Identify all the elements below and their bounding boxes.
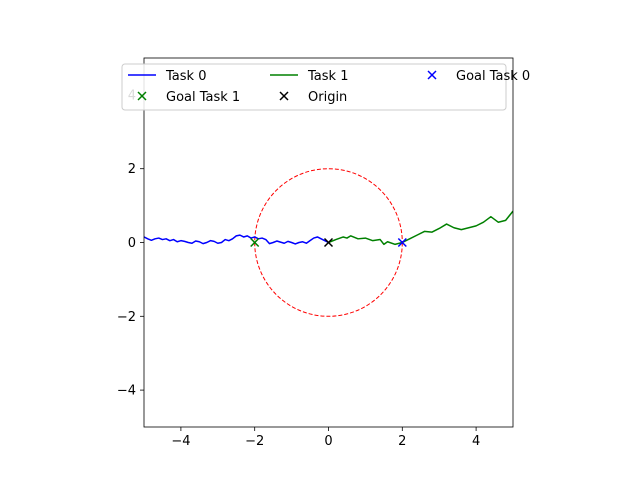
marker-origin bbox=[323, 237, 334, 248]
legend-swatch bbox=[279, 91, 289, 101]
legend-label: Goal Task 1 bbox=[166, 90, 240, 105]
legend-item-goal-task-1: Goal Task 1 bbox=[137, 90, 240, 105]
marker-goal-task-1 bbox=[250, 237, 260, 248]
x-tick-label: −4 bbox=[171, 434, 190, 449]
series-line-task-0 bbox=[144, 234, 329, 245]
y-tick-label: −2 bbox=[117, 310, 136, 325]
legend-item-task-0: Task 0 bbox=[128, 69, 206, 84]
y-tick-label: −4 bbox=[117, 384, 136, 399]
legend-swatch bbox=[137, 91, 147, 101]
y-tick-label: 2 bbox=[128, 162, 136, 177]
legend-item-goal-task-0: Goal Task 0 bbox=[427, 69, 530, 84]
x-tick-label: 0 bbox=[324, 434, 332, 449]
y-tick-label: 0 bbox=[128, 236, 136, 251]
legend-item-task-1: Task 1 bbox=[270, 69, 348, 84]
legend-label: Origin bbox=[308, 90, 347, 105]
legend-label: Goal Task 0 bbox=[456, 69, 530, 84]
series-line-task-1 bbox=[328, 210, 513, 246]
legend-item-origin: Origin bbox=[279, 90, 347, 105]
x-tick-label: 4 bbox=[472, 434, 480, 449]
legend-label: Task 1 bbox=[307, 69, 348, 84]
legend-box bbox=[121, 63, 507, 111]
x-tick-label: −2 bbox=[245, 434, 264, 449]
legend: Task 0 Task 1 Goal Task 0 Goal Task 1 Origin bbox=[121, 63, 530, 111]
legend-swatch bbox=[427, 70, 437, 80]
x-tick-label: 2 bbox=[398, 434, 406, 449]
plot-content bbox=[144, 168, 513, 317]
plot-area bbox=[143, 57, 514, 428]
x-axis-ticks: −4 −2 0 2 4 bbox=[171, 427, 480, 449]
legend-label: Task 0 bbox=[165, 69, 206, 84]
marker-goal-task-0 bbox=[397, 237, 407, 248]
